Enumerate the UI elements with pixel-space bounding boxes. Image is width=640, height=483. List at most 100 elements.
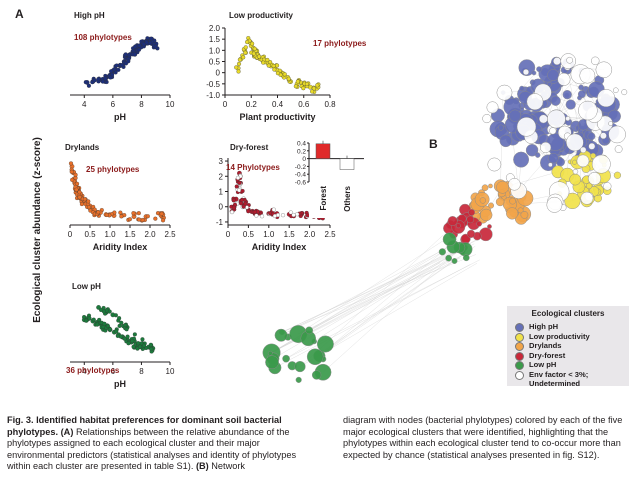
- data-point: [125, 334, 130, 339]
- data-point: [252, 209, 257, 215]
- plot-high-ph: 4 6 8 10 pH High pH 108 phylotypes: [70, 11, 175, 122]
- data-point: [235, 175, 241, 180]
- network-node: [487, 157, 502, 172]
- data-point: [102, 321, 107, 326]
- plot-dry-forest-inset: 0.40.20-0.2-0.4-0.6 Forest Others: [295, 139, 366, 218]
- data-point: [291, 212, 296, 218]
- data-point: [243, 50, 248, 55]
- network-node: [553, 57, 562, 66]
- data-point: [304, 81, 309, 87]
- y-tick-label: 0.5: [209, 58, 221, 67]
- y-tick-label: 3: [219, 157, 224, 166]
- caption-part-b-text: diagram with nodes (bacterial phylotypes…: [343, 415, 623, 460]
- data-point: [115, 333, 120, 338]
- x-tick-label: 2.5: [324, 230, 336, 239]
- network-node: [311, 370, 322, 380]
- network-node: [595, 61, 613, 79]
- network-node: [438, 248, 446, 256]
- data-point: [120, 63, 125, 68]
- network-node: [451, 258, 458, 264]
- network-node: [305, 326, 314, 335]
- data-point: [149, 36, 154, 41]
- network-edge: [298, 253, 467, 335]
- network-edge: [319, 245, 476, 357]
- data-point: [280, 213, 286, 218]
- data-point: [73, 172, 78, 177]
- network-node: [316, 335, 334, 353]
- network-node: [478, 227, 493, 242]
- network-node: [572, 159, 578, 165]
- data-point: [237, 188, 242, 193]
- y-tick-label: -0.5: [206, 80, 220, 89]
- network-node: [591, 56, 600, 66]
- y-tick-label: 0: [216, 69, 221, 78]
- network-node: [614, 145, 623, 153]
- data-point: [118, 210, 123, 215]
- data-point: [272, 67, 277, 72]
- network-node: [549, 127, 557, 135]
- axis: [70, 361, 171, 365]
- data-point: [266, 63, 271, 68]
- network-node: [599, 132, 607, 140]
- legend-label: Low productivity: [529, 331, 590, 341]
- data-point: [105, 323, 110, 329]
- data-point: [87, 316, 92, 321]
- data-point: [259, 214, 265, 219]
- x-tick-label: 8: [139, 367, 144, 376]
- x-axis-label: Aridity Index: [93, 242, 148, 252]
- data-point: [137, 217, 142, 222]
- network-node: [306, 348, 324, 366]
- data-point: [119, 214, 124, 219]
- x-tick-label: 2.5: [164, 230, 176, 239]
- network-node: [486, 101, 499, 114]
- axis: [225, 158, 331, 228]
- y-tick-label: 2: [219, 172, 224, 181]
- network-node: [591, 154, 611, 174]
- network-node: [520, 210, 529, 219]
- data-point: [257, 54, 262, 59]
- network-node: [580, 146, 587, 154]
- data-point: [137, 43, 142, 48]
- data-point: [70, 177, 75, 182]
- data-point: [126, 59, 131, 64]
- y-tick-label: 1.0: [209, 46, 221, 55]
- data-point: [83, 80, 88, 85]
- data-point: [250, 41, 255, 46]
- x-axis-label: pH: [114, 379, 126, 389]
- data-points: [81, 305, 156, 354]
- network-node: [462, 254, 470, 262]
- legend-item: Low productivity: [515, 332, 627, 342]
- data-point: [82, 197, 87, 202]
- network-node: [540, 141, 552, 154]
- x-tick-label: 1.5: [124, 230, 136, 239]
- x-tick-label: 0.8: [324, 100, 336, 109]
- legend-title: Ecological clusters: [531, 309, 605, 318]
- data-point: [99, 307, 104, 313]
- data-point: [293, 84, 298, 89]
- network-edge: [298, 236, 450, 335]
- network-node: [578, 100, 598, 121]
- network-node: [466, 215, 475, 224]
- network-node: [578, 84, 585, 91]
- network-node: [590, 152, 597, 159]
- data-point: [69, 169, 74, 174]
- data-point: [238, 201, 244, 206]
- x-axis-label: pH: [114, 112, 126, 122]
- network-node: [480, 208, 493, 222]
- data-point: [240, 197, 245, 202]
- data-point: [237, 57, 242, 62]
- legend-swatch: [515, 342, 524, 352]
- data-point: [271, 207, 276, 212]
- network-edge: [281, 254, 477, 333]
- network-node: [588, 142, 596, 150]
- data-point: [77, 195, 82, 200]
- axis: [69, 224, 171, 228]
- network-node: [613, 171, 622, 179]
- network-node: [535, 152, 541, 158]
- data-point: [86, 199, 91, 204]
- network-node: [445, 254, 453, 262]
- caption-left: Fig. 3. Identified habitat preferences f…: [7, 415, 318, 473]
- caption-part-a-label: (A): [60, 426, 74, 437]
- network-node: [557, 72, 571, 86]
- y-tick-label: -1.0: [206, 91, 220, 100]
